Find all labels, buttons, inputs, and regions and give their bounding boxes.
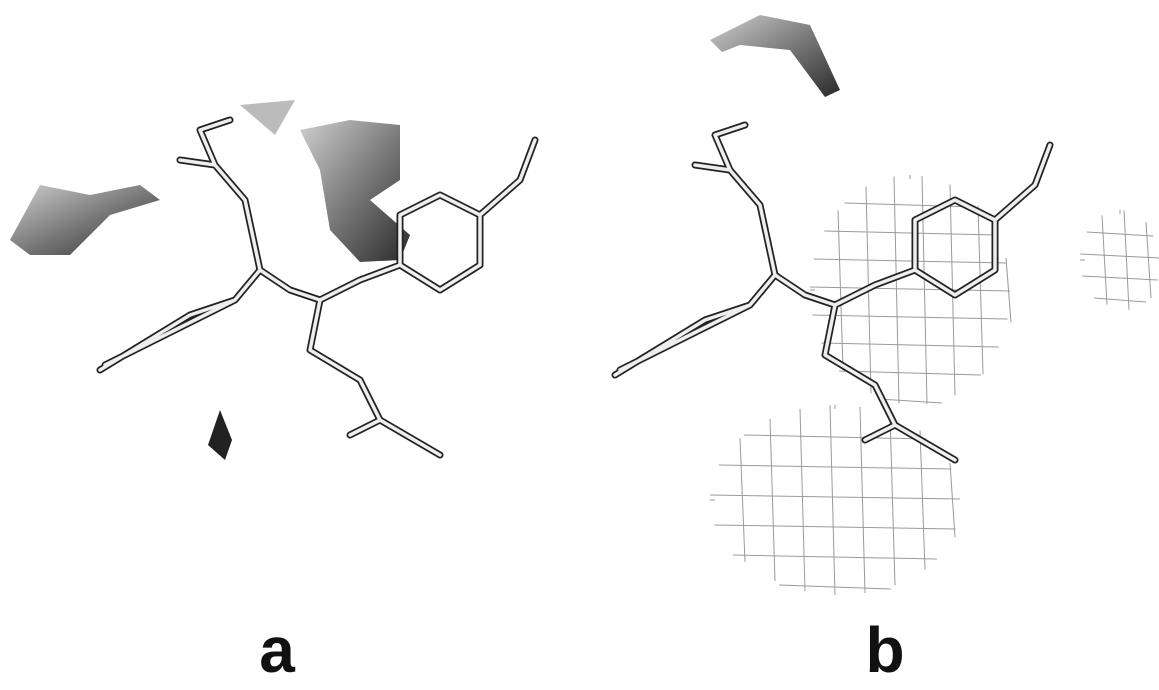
density-blob	[10, 185, 160, 255]
panel-a: a	[10, 100, 535, 686]
panel-label: a	[259, 614, 295, 686]
mesh-line	[1080, 254, 1159, 258]
mesh-line	[821, 343, 998, 347]
mesh-line	[744, 435, 926, 439]
density-mesh	[710, 175, 1159, 595]
mesh-line	[733, 555, 937, 559]
mesh-line	[838, 210, 843, 370]
mesh-line	[714, 525, 955, 529]
mesh-line	[920, 430, 925, 569]
mesh-line	[830, 405, 835, 595]
density-blob	[300, 120, 410, 262]
mesh-line	[1082, 276, 1158, 280]
mesh-line	[1146, 222, 1151, 298]
figure: a b	[0, 0, 1159, 690]
mesh-line	[814, 259, 1007, 263]
mesh-line	[922, 176, 927, 404]
molecule-outline	[100, 120, 535, 455]
density-blob	[208, 410, 232, 460]
page: {"panels": [{"label": "a"}, {"label": "b…	[0, 0, 1159, 690]
mesh-line	[1124, 210, 1129, 309]
mesh-line	[860, 407, 865, 593]
molecule-outline	[615, 125, 1050, 460]
mesh-line	[1102, 215, 1107, 304]
mesh-line	[740, 438, 745, 561]
panel-b: b	[615, 15, 1159, 686]
mesh-line	[1087, 232, 1153, 236]
mesh-line	[1006, 258, 1011, 322]
density-blob	[240, 100, 295, 135]
mesh-line	[719, 465, 951, 469]
mesh-line	[770, 419, 775, 581]
molecule	[100, 120, 535, 455]
molecule	[615, 125, 1050, 460]
mesh-line	[894, 176, 899, 403]
mesh-line	[950, 463, 955, 537]
mesh-line	[1094, 298, 1146, 302]
mesh-line	[878, 399, 942, 403]
panel-label: b	[865, 614, 904, 686]
mesh-line	[824, 231, 996, 235]
density-blob	[710, 15, 840, 97]
mesh-line	[890, 415, 895, 586]
